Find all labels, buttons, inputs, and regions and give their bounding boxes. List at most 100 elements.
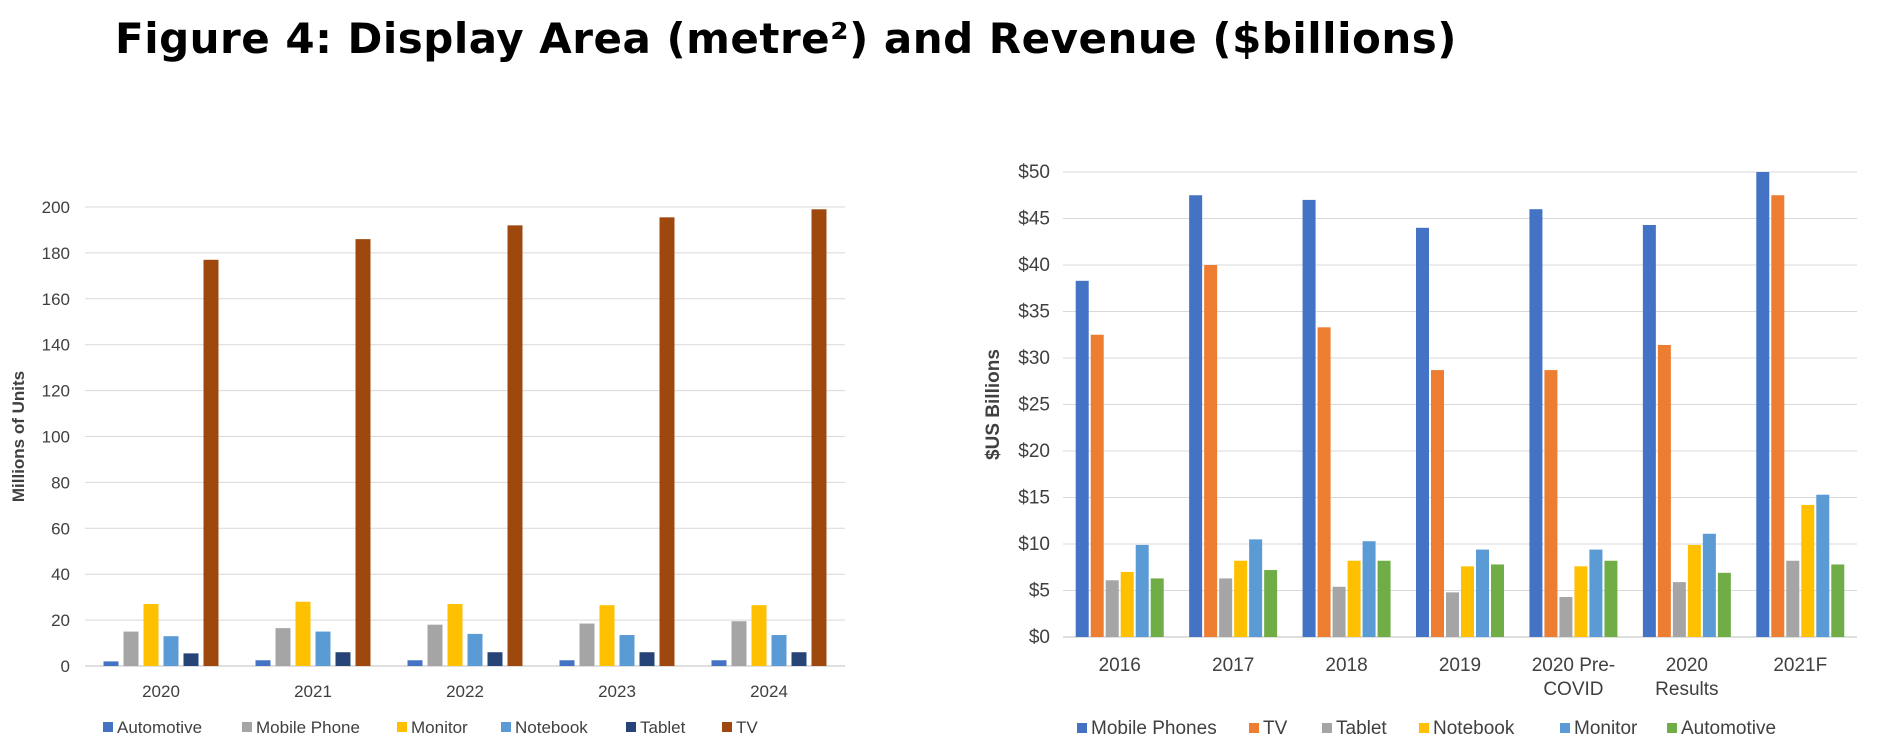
x-tick-label: 2020 Pre-: [1532, 655, 1615, 676]
y-tick-label: 80: [51, 473, 70, 492]
bar-automotive: [559, 660, 575, 666]
bar-tv: [811, 209, 827, 667]
legend-label-tablet: Tablet: [640, 718, 686, 737]
bar-notebook: [1687, 544, 1701, 637]
bar-notebook: [1347, 560, 1361, 637]
bar-tv: [355, 239, 371, 666]
bar-automotive: [1604, 560, 1618, 637]
bar-tv: [1204, 265, 1218, 637]
bar-tablet: [1446, 592, 1459, 637]
y-tick-label: 40: [51, 565, 70, 584]
bar-tv: [659, 217, 675, 666]
y-tick-label: $50: [1018, 162, 1050, 183]
y-tick-label: 100: [42, 428, 70, 447]
bar-automotive: [1717, 572, 1731, 637]
bar-monitor: [1702, 533, 1716, 637]
y-tick-label: $35: [1018, 302, 1050, 323]
legend-label-tv: TV: [736, 718, 758, 737]
bar-tablet: [335, 652, 351, 666]
bar-automotive: [407, 660, 423, 666]
legend-label-monitor: Monitor: [1574, 718, 1638, 739]
legend-label-mobile-phones: Mobile Phones: [1091, 718, 1217, 739]
bar-notebook: [619, 635, 635, 666]
bar-monitor: [1816, 494, 1830, 637]
legend-swatch-tablet: [626, 722, 636, 732]
legend-label-monitor: Monitor: [411, 718, 468, 737]
bar-tablet: [1786, 560, 1800, 637]
bar-monitor: [751, 605, 767, 666]
legend-label-mobile-phone: Mobile Phone: [256, 718, 360, 737]
bar-notebook: [1801, 504, 1815, 637]
bar-mobile-phone: [731, 621, 747, 666]
bar-tv: [1771, 195, 1785, 637]
y-tick-label: $40: [1018, 255, 1050, 276]
bar-tv: [1317, 327, 1331, 637]
x-tick-label: 2021F: [1773, 655, 1827, 676]
legend-swatch-tablet: [1322, 723, 1332, 733]
legend-label-tablet: Tablet: [1336, 718, 1387, 739]
y-tick-label: $15: [1018, 488, 1050, 509]
bar-notebook: [467, 633, 483, 666]
legend-swatch-tv: [1249, 723, 1259, 733]
x-tick-label: COVID: [1543, 679, 1603, 700]
bar-mobile-phones: [1756, 172, 1770, 637]
y-tick-label: 180: [42, 244, 70, 263]
legend-label-tv: TV: [1263, 718, 1288, 739]
legend-swatch-mobile-phones: [1077, 723, 1087, 733]
bar-monitor: [599, 605, 615, 666]
y-tick-label: 160: [42, 290, 70, 309]
legend-swatch-monitor: [397, 722, 407, 732]
legend-swatch-mobile-phone: [242, 722, 252, 732]
y-tick-label: $5: [1029, 581, 1050, 602]
y-tick-label: 120: [42, 382, 70, 401]
x-tick-label: 2022: [446, 682, 484, 701]
bar-mobile-phone: [275, 628, 291, 666]
bar-mobile-phones: [1416, 227, 1429, 638]
bar-notebook: [1461, 566, 1474, 637]
x-tick-label: Results: [1655, 679, 1718, 700]
legend-swatch-monitor: [1560, 723, 1570, 733]
bar-automotive: [1491, 564, 1504, 637]
bar-monitor: [1249, 539, 1263, 637]
bar-tablet: [791, 652, 807, 666]
legend-label-notebook: Notebook: [515, 718, 588, 737]
x-tick-label: 2023: [598, 682, 636, 701]
y-tick-label: 20: [51, 611, 70, 630]
bar-mobile-phones: [1075, 280, 1089, 637]
bar-tv: [1657, 344, 1671, 637]
x-tick-label: 2016: [1099, 655, 1141, 676]
bar-tv: [507, 225, 523, 667]
bar-tablet: [1559, 597, 1573, 637]
legend-swatch-tv: [722, 722, 732, 732]
bar-notebook: [1574, 566, 1588, 637]
bar-tablet: [183, 653, 199, 666]
bar-monitor: [1589, 549, 1603, 637]
bar-notebook: [771, 635, 787, 666]
legend-label-automotive: Automotive: [117, 718, 202, 737]
x-tick-label: 2019: [1439, 655, 1481, 676]
y-tick-label: $20: [1018, 441, 1050, 462]
y-tick-label: $30: [1018, 348, 1050, 369]
legend-swatch-notebook: [501, 722, 511, 732]
bar-automotive: [1831, 564, 1845, 637]
y-axis-title: $US Billions: [983, 349, 1004, 460]
y-tick-label: $0: [1029, 627, 1050, 648]
bar-monitor: [1362, 541, 1376, 637]
y-tick-label: 200: [42, 198, 70, 217]
x-tick-label: 2020: [142, 682, 180, 701]
bar-monitor: [447, 604, 463, 666]
bar-mobile-phone: [123, 631, 139, 666]
bar-automotive: [1377, 560, 1391, 637]
y-tick-label: 60: [51, 519, 70, 538]
y-tick-label: 140: [42, 336, 70, 355]
bar-notebook: [315, 631, 331, 666]
bar-tv: [1431, 370, 1444, 637]
legend-label-automotive: Automotive: [1681, 718, 1776, 739]
y-axis-title: Millions of Units: [9, 371, 28, 502]
y-tick-label: 0: [61, 657, 70, 676]
x-tick-label: 2017: [1212, 655, 1254, 676]
bar-notebook: [1120, 571, 1134, 637]
bar-monitor: [295, 601, 311, 666]
